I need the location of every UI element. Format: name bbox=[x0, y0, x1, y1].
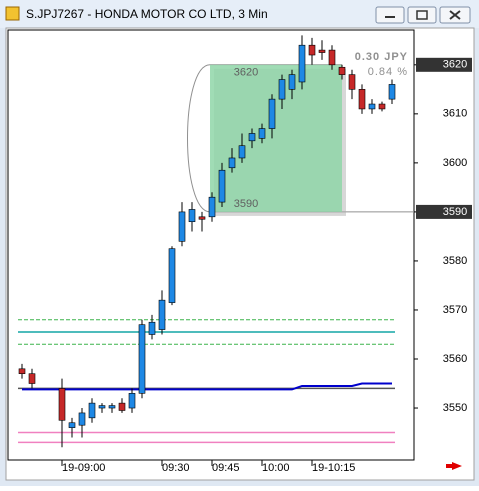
y-tick-label: 3560 bbox=[443, 353, 467, 365]
candle-body bbox=[298, 44, 306, 83]
candle-body bbox=[278, 79, 286, 100]
candle-body bbox=[358, 89, 366, 110]
measure-to-label: 3620 bbox=[234, 67, 258, 79]
candle-body bbox=[258, 128, 266, 139]
x-tick-label: 09:45 bbox=[212, 462, 240, 474]
candle-body bbox=[108, 405, 116, 409]
y-tick-label: 3570 bbox=[443, 304, 467, 316]
y-tick-label: 3580 bbox=[443, 255, 467, 267]
price-tag bbox=[416, 204, 472, 219]
measure-arc bbox=[187, 64, 211, 213]
y-tick-label: 3610 bbox=[443, 108, 467, 120]
y-tick-label: 3590 bbox=[443, 206, 467, 218]
x-tick-label: 09:30 bbox=[162, 462, 190, 474]
measure-from-label: 3590 bbox=[234, 198, 258, 210]
candle-body bbox=[288, 74, 296, 90]
y-tick-label: 3550 bbox=[443, 402, 467, 414]
y-tick-label: 3600 bbox=[443, 157, 467, 169]
candle-body bbox=[128, 393, 136, 409]
candle-body bbox=[188, 209, 196, 223]
scroll-arrow[interactable] bbox=[446, 462, 462, 470]
candle-body bbox=[88, 402, 96, 419]
measure-change: 0.30 JPY bbox=[355, 51, 408, 63]
candle-body bbox=[268, 98, 276, 129]
candle-body bbox=[58, 388, 66, 421]
y-tick-label: 3620 bbox=[443, 59, 467, 71]
close-icon bbox=[449, 10, 461, 20]
maximize-icon bbox=[416, 10, 428, 20]
candle-body bbox=[218, 169, 226, 203]
candle-body bbox=[318, 49, 326, 53]
candle-body bbox=[98, 405, 106, 409]
candle-body bbox=[378, 103, 386, 110]
candle-body bbox=[248, 133, 256, 142]
minimize-button[interactable] bbox=[375, 6, 405, 24]
candle-body bbox=[388, 84, 396, 100]
candle-body bbox=[28, 373, 36, 384]
candle-body bbox=[158, 299, 166, 330]
candle-body bbox=[178, 211, 186, 242]
window-icon bbox=[5, 6, 20, 21]
candle-body bbox=[68, 422, 76, 428]
candle-body bbox=[368, 103, 376, 110]
plot: 3620 3590 0.30 JPY 0.84 % 3550 3560 3570 3580 35… bbox=[18, 35, 472, 474]
x-tick-label: 19-09:00 bbox=[62, 462, 105, 474]
candle-body bbox=[308, 44, 316, 56]
candle-body bbox=[238, 145, 246, 159]
candle-body bbox=[328, 49, 336, 66]
x-tick-label: 10:00 bbox=[262, 462, 290, 474]
candle-body bbox=[338, 66, 346, 75]
candle-body bbox=[168, 248, 176, 303]
maximize-button[interactable] bbox=[407, 6, 437, 24]
window-buttons bbox=[375, 6, 471, 24]
measure-box bbox=[210, 64, 342, 212]
candle-body bbox=[118, 402, 126, 411]
candle-body bbox=[138, 324, 146, 394]
candle-body bbox=[228, 157, 236, 169]
candle-body bbox=[348, 74, 356, 90]
price-tag bbox=[416, 57, 472, 72]
candle-body bbox=[78, 412, 86, 426]
candle-body bbox=[18, 368, 26, 375]
candle-body bbox=[198, 216, 206, 220]
candle-body bbox=[208, 196, 216, 218]
moving-average bbox=[22, 382, 392, 391]
window-title: S.JPJ7267 - HONDA MOTOR CO LTD, 3 Min bbox=[26, 7, 268, 21]
x-tick-label: 19-10:15 bbox=[312, 462, 355, 474]
candle-body bbox=[148, 321, 156, 335]
measure-percent: 0.84 % bbox=[368, 66, 408, 78]
